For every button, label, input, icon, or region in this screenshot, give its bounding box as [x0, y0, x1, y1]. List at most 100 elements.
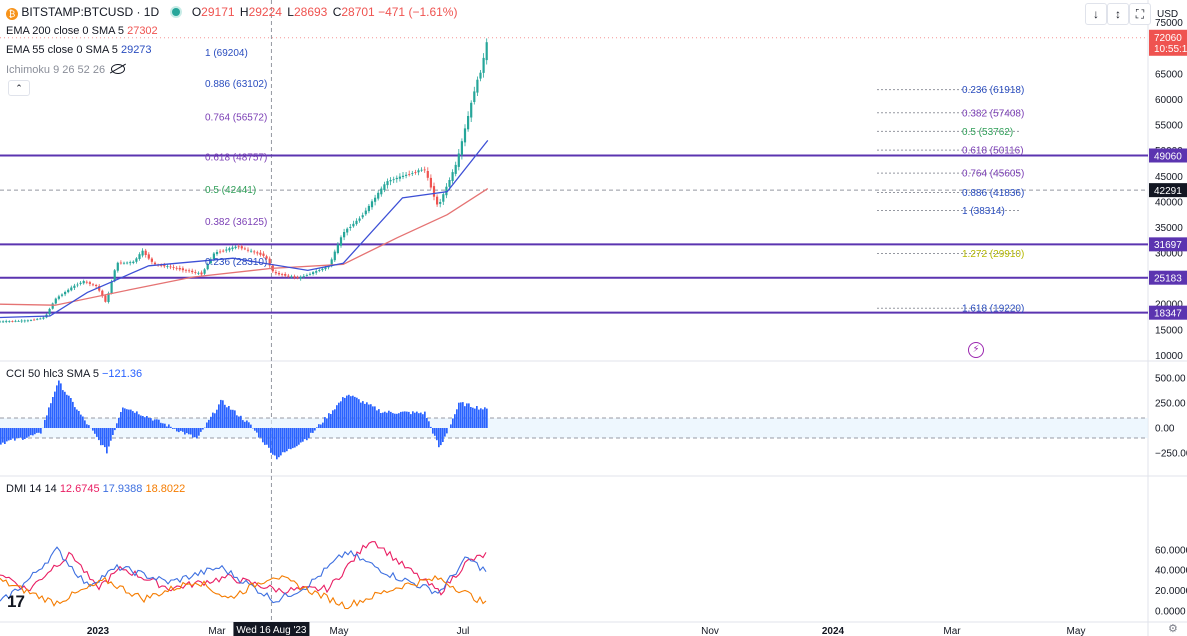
- lightning-icon[interactable]: ⚡: [968, 342, 984, 358]
- candle-body: [231, 247, 234, 250]
- candle-body: [200, 272, 203, 275]
- cci-bar: [462, 402, 464, 428]
- level-tag-bg: [1149, 270, 1187, 285]
- cci-bar: [60, 383, 62, 428]
- ichimoku-legend[interactable]: Ichimoku 9 26 52 26: [6, 63, 126, 76]
- candle-body: [147, 254, 150, 259]
- high-value: 29224: [248, 5, 282, 19]
- candle-body: [383, 184, 386, 191]
- cci-bar: [414, 412, 416, 428]
- cci-bar: [130, 409, 132, 428]
- candle-body: [463, 128, 467, 143]
- candle-body: [324, 267, 327, 270]
- tradingview-logo-icon[interactable]: 17: [7, 592, 25, 611]
- cci-bar: [24, 428, 26, 439]
- cci-bar: [178, 428, 180, 433]
- ema55-legend[interactable]: EMA 55 close 0 SMA 5 29273: [6, 44, 152, 56]
- cci-bar: [266, 428, 268, 445]
- fib-right-label: 1.618 (19220): [962, 304, 1024, 315]
- price-tick-label: 30000: [1155, 249, 1183, 260]
- cci-bar: [242, 420, 244, 428]
- price-pane[interactable]: 1 (69204) 0.886 (63102) 0.764 (56572) 0.618…: [0, 37, 1148, 324]
- candle-body: [14, 320, 17, 322]
- cci-bar: [480, 408, 482, 428]
- cci-bar: [430, 426, 432, 428]
- cci-bar: [142, 416, 144, 428]
- cci-bar: [420, 412, 422, 428]
- cci-bar: [232, 409, 234, 428]
- candle-body: [73, 285, 76, 288]
- cci-bar: [276, 428, 278, 460]
- candle-body: [405, 174, 408, 176]
- cci-bar: [82, 416, 84, 428]
- candle-body: [194, 272, 197, 273]
- candle-body: [343, 232, 346, 238]
- candle-body: [268, 258, 271, 266]
- dmi-value: 12.6745: [60, 483, 103, 495]
- candle-body: [355, 220, 358, 225]
- cci-bar: [136, 411, 138, 428]
- cci-bar: [56, 385, 58, 428]
- candle-body: [290, 276, 293, 278]
- cci-bar: [38, 428, 40, 433]
- cci-bar: [438, 428, 440, 448]
- ema55-value: 29273: [120, 44, 152, 56]
- cci-bar: [440, 428, 442, 446]
- price-tick-label: 15000: [1155, 325, 1183, 336]
- cci-bar: [318, 424, 320, 428]
- candle-body: [293, 276, 296, 278]
- cci-bar: [388, 410, 390, 428]
- scale-button[interactable]: ↕: [1107, 3, 1129, 25]
- cci-bar: [278, 428, 280, 458]
- time-tick-label: Jul: [457, 626, 470, 636]
- candle-body: [386, 181, 389, 186]
- cci-bar: [454, 414, 456, 428]
- cci-bar: [292, 428, 294, 449]
- dmi-value: 17.9388: [103, 483, 146, 495]
- candle-body: [191, 270, 194, 273]
- candle-body: [60, 294, 64, 296]
- candle-body: [150, 258, 153, 262]
- cci-bar: [212, 412, 214, 428]
- cci-bar: [334, 409, 336, 428]
- candle-body: [250, 250, 253, 252]
- candle-body: [8, 321, 11, 322]
- last-price-tag-bg: [1149, 29, 1187, 56]
- low-value: 28693: [293, 5, 328, 19]
- fullscreen-button[interactable]: ⛶: [1129, 3, 1151, 25]
- candle-body: [126, 262, 129, 264]
- cci-bar: [172, 428, 174, 429]
- candle-body: [88, 282, 91, 284]
- candle-body: [253, 251, 256, 253]
- cci-bar: [452, 418, 454, 428]
- scroll-down-button[interactable]: ↓: [1085, 3, 1107, 25]
- candle-body: [240, 246, 243, 249]
- cci-bar: [110, 428, 112, 441]
- ema200-legend[interactable]: EMA 200 close 0 SMA 5 27302: [6, 25, 158, 37]
- cci-bar: [306, 428, 308, 441]
- cci-bar: [342, 397, 344, 428]
- cci-bar: [132, 411, 134, 428]
- eye-hidden-icon[interactable]: [111, 64, 126, 74]
- cci-bar: [14, 428, 16, 441]
- settings-gear-icon[interactable]: ⚙: [1168, 623, 1178, 635]
- candle-body: [64, 292, 67, 295]
- cci-bar: [338, 402, 340, 428]
- candle-body: [5, 321, 8, 322]
- cci-pane[interactable]: [0, 380, 1148, 460]
- candle-body: [163, 264, 166, 267]
- cci-bar: [52, 397, 54, 428]
- candle-body: [302, 276, 305, 277]
- fib-left-label: 0.382 (36125): [205, 217, 267, 228]
- candle-body: [203, 269, 206, 274]
- time-tick-label: May: [1067, 626, 1086, 636]
- cci-bar: [220, 399, 222, 428]
- candle-body: [116, 262, 119, 271]
- dmi-pane[interactable]: [0, 541, 487, 610]
- collapse-legend-button[interactable]: ⌃: [8, 80, 30, 96]
- symbol-name[interactable]: BITSTAMP:BTCUSD · 1D: [21, 5, 160, 19]
- cci-bar: [486, 408, 488, 428]
- cci-bar: [464, 406, 466, 428]
- cci-bar: [482, 409, 484, 428]
